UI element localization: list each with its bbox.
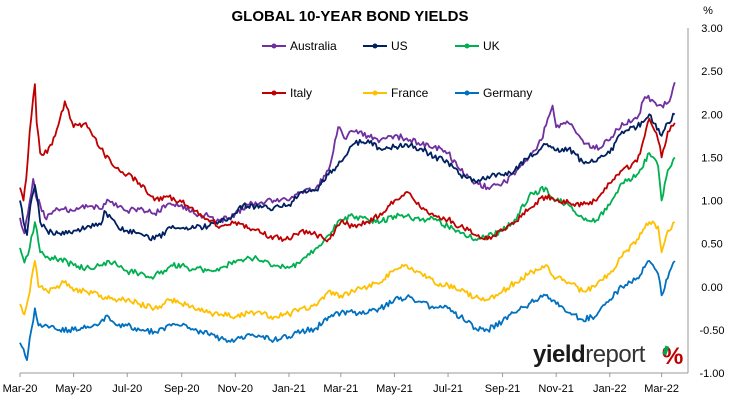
y-tick-label: 3.00: [701, 23, 722, 35]
x-tick-label: Mar-20: [3, 383, 38, 395]
legend-item-germany: Germany: [455, 86, 532, 100]
y-axis-unit: %: [703, 5, 713, 17]
legend-item-italy: Italy: [262, 86, 312, 100]
legend-label: France: [391, 86, 429, 100]
x-tick-label: May-20: [55, 383, 92, 395]
x-tick-label: Jul-21: [433, 383, 463, 395]
series-lines: [19, 82, 676, 361]
legend-label: US: [391, 39, 408, 53]
legend-item-france: France: [363, 86, 429, 100]
x-tick-label: Nov-20: [218, 383, 253, 395]
y-tick-label: -1.00: [699, 368, 724, 380]
series-line-italy: [19, 83, 676, 243]
svg-text:yieldreport: yieldreport: [533, 341, 646, 368]
logo-text-bold: yield: [533, 341, 585, 368]
series-line-us: [19, 112, 676, 242]
x-tick-label: Sep-20: [164, 383, 199, 395]
x-tick-label: Mar-21: [323, 383, 358, 395]
y-tick-label: 0.50: [701, 239, 722, 251]
chart-title: GLOBAL 10-YEAR BOND YIELDS: [232, 8, 469, 25]
legend-marker: [271, 90, 277, 96]
logo-green-bar: [662, 345, 670, 356]
legend-marker: [372, 90, 378, 96]
legend-label: Germany: [483, 86, 532, 100]
legend-label: UK: [483, 39, 500, 53]
legend-marker: [464, 43, 470, 49]
series-line-france: [19, 220, 676, 321]
y-axis-ticks: 3.00 2.50 2.00 1.50 1.00 0.50 0.00 -0.50 -1.00: [699, 23, 724, 380]
y-tick-label: 2.00: [701, 109, 722, 121]
x-tick-label: Jul-20: [112, 383, 142, 395]
x-axis-ticks: Mar-20 May-20 Jul-20 Sep-20 Nov-20 Jan-21 Mar-…: [3, 373, 679, 395]
legend-marker: [464, 90, 470, 96]
x-tick-label: Jan-22: [593, 383, 627, 395]
y-tick-label: -0.50: [699, 325, 724, 337]
legend-label: Australia: [290, 39, 337, 53]
legend-marker: [271, 43, 277, 49]
legend-label: Italy: [290, 86, 312, 100]
x-tick-label: Jan-21: [272, 383, 306, 395]
legend-item-uk: UK: [455, 39, 500, 53]
x-tick-label: Mar-22: [644, 383, 679, 395]
y-tick-label: 1.50: [701, 152, 722, 164]
y-tick-label: 2.50: [701, 66, 722, 78]
y-tick-label: 0.00: [701, 282, 722, 294]
logo-text-light: report: [585, 341, 646, 368]
x-tick-label: Nov-21: [538, 383, 573, 395]
yieldreport-logo: yieldreport %: [533, 341, 683, 370]
y-tick-label: 1.00: [701, 196, 722, 208]
legend-item-us: US: [363, 39, 408, 53]
legend: Australia US UK Italy France Germany: [262, 39, 532, 100]
legend-marker: [372, 43, 378, 49]
legend-item-australia: Australia: [262, 39, 337, 53]
x-tick-label: May-21: [376, 383, 413, 395]
series-line-germany: [19, 260, 676, 361]
series-line-australia: [19, 82, 676, 235]
x-tick-label: Sep-21: [485, 383, 520, 395]
series-line-uk: [19, 152, 676, 280]
